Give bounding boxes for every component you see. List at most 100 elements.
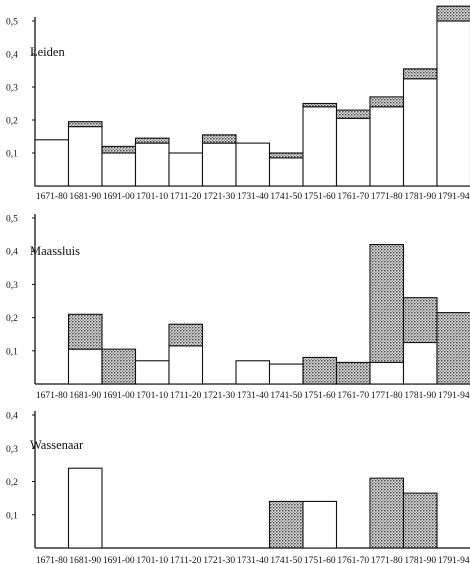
y-tick-label: 0,4 xyxy=(6,248,18,258)
bar-base-1671-80 xyxy=(34,139,70,187)
x-tick-label: 1701-10 xyxy=(136,192,168,202)
x-tick-label: 1741-50 xyxy=(270,556,302,564)
y-tick-label: 0,3 xyxy=(6,281,18,291)
bar-stipple-1711-20 xyxy=(168,323,204,347)
bar-base-1751-60 xyxy=(302,500,338,549)
bar-base-1701-10 xyxy=(134,142,170,187)
x-tick-label: 1681-90 xyxy=(69,391,101,401)
bar-base-1781-90 xyxy=(402,78,438,187)
bar-stipple-1791-94 xyxy=(436,5,470,22)
x-tick-label: 1721-30 xyxy=(203,192,235,202)
y-tick-label: 0,1 xyxy=(6,511,18,521)
x-tick-label: 1781-90 xyxy=(404,192,436,202)
x-tick-label: 1711-20 xyxy=(170,391,202,401)
x-tick-label: 1771-80 xyxy=(371,556,403,564)
bar-base-1711-20 xyxy=(168,345,204,385)
chart-title: Wassenaar xyxy=(30,438,84,452)
x-tick-label: 1711-20 xyxy=(170,556,202,564)
bar-stipple-1781-90 xyxy=(402,297,438,344)
bar-base-1681-90 xyxy=(67,126,103,187)
x-tick-label: 1691-00 xyxy=(103,556,135,564)
x-tick-label: 1791-94 xyxy=(438,391,470,401)
chart-title: Maassluis xyxy=(30,244,80,258)
chart-panel-wassenaar: 0,1 0,2 0,3 0,4 Wassenaar 1671-80 1681-90 1691-… xyxy=(6,411,470,564)
bar-stipple-1791-94 xyxy=(436,312,470,385)
x-tick-label: 1751-60 xyxy=(304,556,336,564)
x-tick-label: 1721-30 xyxy=(203,556,235,564)
chart-panel-maassluis: 0,1 0,2 0,3 0,4 0,5 Maassluis 1671-80 1681-90 16… xyxy=(6,214,470,401)
bar-base-1781-90 xyxy=(402,341,438,385)
y-tick-label: 0,2 xyxy=(6,117,18,127)
chart-panel-leiden: 0,1 0,2 0,3 0,4 0,5 Leiden 1671-80 1681-90 1691-… xyxy=(6,5,470,202)
x-tick-label: 1771-80 xyxy=(371,192,403,202)
bar-stipple-1781-90 xyxy=(402,492,438,549)
bar-stipple-1751-60 xyxy=(302,356,338,385)
bar-base-1761-70 xyxy=(335,117,371,187)
bar-base-1741-50 xyxy=(268,363,304,385)
bar-base-1751-60 xyxy=(302,106,338,187)
y-tick-label: 0,4 xyxy=(6,412,18,422)
bar-stipple-1741-50 xyxy=(268,152,304,159)
bar-base-1721-30 xyxy=(201,142,237,187)
x-tick-label: 1771-80 xyxy=(371,391,403,401)
bar-base-1731-40 xyxy=(235,142,271,187)
bar-stipple-1741-50 xyxy=(268,500,304,549)
y-tick-label: 0,4 xyxy=(6,51,18,61)
x-tick-label: 1681-90 xyxy=(69,556,101,564)
bar-stipple-1691-00 xyxy=(101,348,137,385)
x-tick-label: 1711-20 xyxy=(170,192,202,202)
bar-stipple-1691-00 xyxy=(101,145,137,154)
x-tick-label: 1791-94 xyxy=(438,192,470,202)
y-tick-label: 0,2 xyxy=(6,314,18,324)
bar-base-1741-50 xyxy=(268,157,304,187)
y-tick-label: 0,3 xyxy=(6,445,18,455)
bar-base-1771-80 xyxy=(369,361,405,385)
bar-base-1701-10 xyxy=(134,360,170,385)
bar-stipple-1761-70 xyxy=(335,109,371,119)
bar-stipple-1681-90 xyxy=(67,121,103,128)
bar-stipple-1681-90 xyxy=(67,313,103,350)
x-tick-label: 1761-70 xyxy=(337,192,369,202)
bar-base-1711-20 xyxy=(168,152,204,187)
x-tick-label: 1691-00 xyxy=(103,192,135,202)
y-tick-label: 0,1 xyxy=(6,347,18,357)
bar-stipple-1771-80 xyxy=(369,477,405,549)
x-tick-label: 1681-90 xyxy=(69,192,101,202)
bar-stipple-1771-80 xyxy=(369,96,405,108)
x-tick-label: 1741-50 xyxy=(270,192,302,202)
x-tick-label: 1701-10 xyxy=(136,556,168,564)
x-tick-label: 1741-50 xyxy=(270,391,302,401)
y-tick-label: 0,3 xyxy=(6,84,18,94)
bar-stipple-1781-90 xyxy=(402,68,438,80)
x-tick-label: 1721-30 xyxy=(203,391,235,401)
x-tick-label: 1781-90 xyxy=(404,391,436,401)
y-tick-label: 0,5 xyxy=(6,215,18,225)
x-tick-label: 1731-40 xyxy=(237,556,269,564)
chart-title: Leiden xyxy=(30,45,65,59)
x-tick-label: 1791-94 xyxy=(438,556,470,564)
bar-base-1681-90 xyxy=(67,467,103,549)
x-tick-label: 1691-00 xyxy=(103,391,135,401)
x-tick-label: 1761-70 xyxy=(337,556,369,564)
bar-base-1731-40 xyxy=(235,360,271,385)
bar-base-1771-80 xyxy=(369,106,405,187)
x-tick-label: 1781-90 xyxy=(404,556,436,564)
y-tick-label: 0,1 xyxy=(6,150,18,160)
bar-base-1681-90 xyxy=(67,348,103,385)
bar-stipple-1751-60 xyxy=(302,102,338,108)
x-tick-label: 1701-10 xyxy=(136,391,168,401)
x-tick-label: 1761-70 xyxy=(337,391,369,401)
bar-stipple-1701-10 xyxy=(134,137,170,144)
bar-base-1691-00 xyxy=(101,152,137,187)
bar-stipple-1761-70 xyxy=(335,361,371,385)
x-tick-label: 1731-40 xyxy=(237,391,269,401)
x-tick-label: 1671-80 xyxy=(36,391,68,401)
x-tick-label: 1731-40 xyxy=(237,192,269,202)
y-tick-label: 0,5 xyxy=(6,18,18,28)
x-tick-label: 1671-80 xyxy=(36,556,68,564)
x-tick-label: 1751-60 xyxy=(304,192,336,202)
bar-base-1791-94 xyxy=(436,20,470,187)
x-tick-label: 1671-80 xyxy=(36,192,68,202)
bar-stipple-1771-80 xyxy=(369,244,405,363)
